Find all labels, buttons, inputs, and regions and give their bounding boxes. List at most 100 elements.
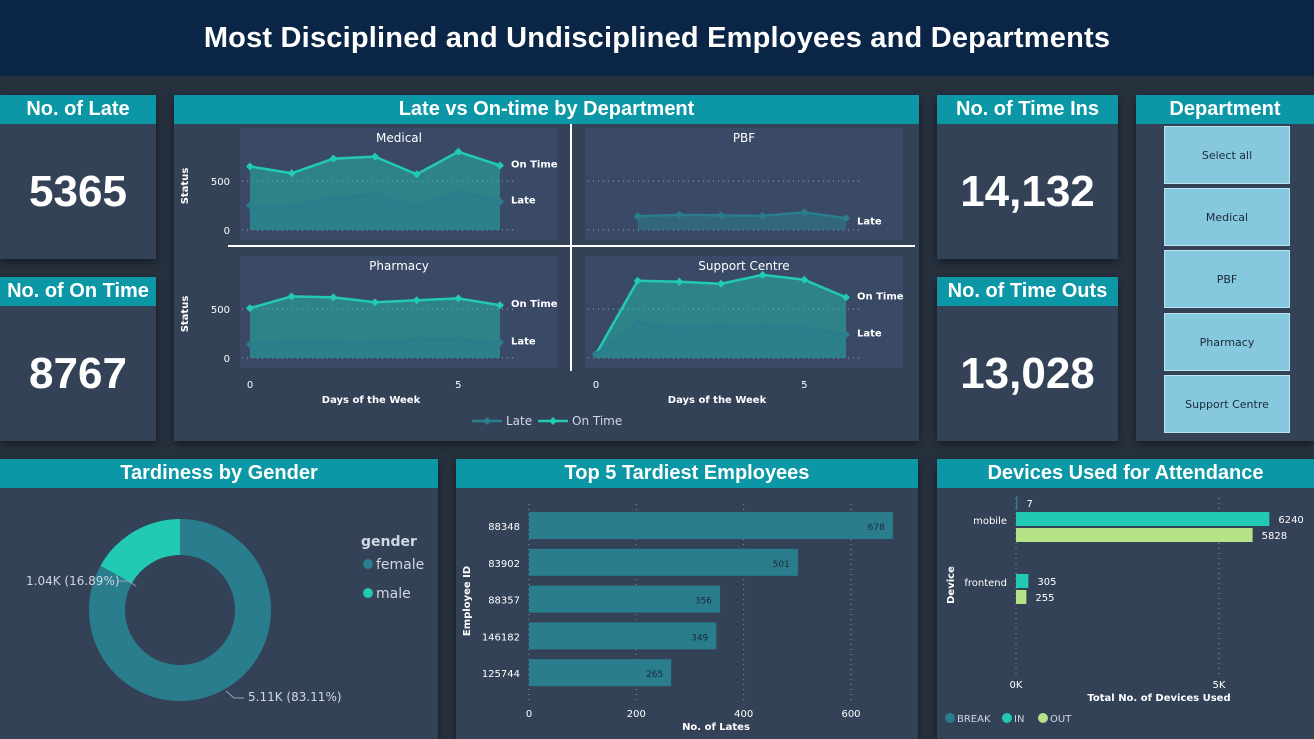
point-support-centre[interactable] (717, 321, 725, 330)
point-pharmacy[interactable] (329, 293, 338, 302)
point-support-centre[interactable] (800, 275, 809, 284)
point-medical[interactable] (246, 201, 254, 210)
point-medical[interactable] (287, 169, 296, 178)
point-pharmacy[interactable] (246, 304, 254, 313)
slicer-item-medical[interactable]: Medical (1164, 188, 1290, 246)
legend-item-on-time[interactable]: On Time (572, 414, 622, 428)
slicer-item-select-all[interactable]: Select all (1164, 126, 1290, 184)
legend-item-out[interactable]: OUT (1050, 714, 1072, 725)
legend-item-female[interactable]: female (376, 557, 424, 573)
point-support-centre[interactable] (675, 277, 684, 286)
point-medical[interactable] (496, 161, 504, 170)
slicer-item-pharmacy[interactable]: Pharmacy (1164, 313, 1290, 371)
point-support-centre[interactable] (800, 323, 809, 332)
y-tick-label: 500 (211, 305, 230, 316)
devices-title: Devices Used for Attendance (937, 459, 1314, 488)
point-medical[interactable] (246, 162, 254, 171)
point-pbf[interactable] (675, 210, 684, 219)
series-end-label: On Time (511, 299, 558, 310)
slice-female[interactable] (89, 519, 271, 701)
point-pbf[interactable] (842, 214, 850, 223)
kpi-time-ins-label: No. of Time Ins (937, 95, 1118, 124)
point-medical[interactable] (496, 197, 504, 206)
point-medical[interactable] (371, 190, 379, 199)
point-support-centre[interactable] (842, 293, 850, 302)
point-support-centre[interactable] (717, 279, 725, 288)
bar-146182[interactable] (529, 622, 717, 650)
point-medical[interactable] (329, 154, 338, 163)
legend-marker (483, 417, 491, 425)
bar-mobile-out[interactable] (1016, 528, 1253, 542)
bar-frontend-out[interactable] (1016, 590, 1027, 604)
point-medical[interactable] (454, 147, 463, 156)
point-support-centre[interactable] (633, 318, 642, 327)
point-pharmacy[interactable] (371, 338, 379, 347)
data-label: 356 (695, 597, 712, 607)
bar-mobile-break[interactable] (1016, 496, 1018, 510)
point-support-centre[interactable] (592, 350, 600, 359)
bar-83902[interactable] (529, 548, 798, 576)
y-axis-title: Employee ID (462, 566, 473, 636)
point-support-centre[interactable] (675, 323, 684, 332)
point-medical[interactable] (371, 152, 379, 161)
point-medical[interactable] (412, 170, 421, 179)
bar-88348[interactable] (529, 512, 893, 539)
point-medical[interactable] (329, 193, 338, 202)
leader-line (225, 690, 244, 699)
point-pbf[interactable] (800, 208, 809, 217)
bar-125744[interactable] (529, 659, 672, 687)
series-end-label: Late (857, 216, 882, 227)
legend-item-in[interactable]: IN (1014, 714, 1024, 725)
point-medical[interactable] (412, 202, 421, 211)
data-label: 7 (1027, 499, 1033, 510)
kpi-late-value: 5365 (29, 166, 127, 216)
point-pharmacy[interactable] (371, 298, 379, 307)
kpi-card-time-outs: No. of Time Outs 13,028 (937, 277, 1118, 441)
legend-dot-female (363, 559, 373, 569)
point-pbf[interactable] (717, 211, 725, 220)
point-pharmacy[interactable] (287, 336, 296, 345)
devices-panel: Devices Used for Attendance 0K 5K mobile 7 6… (937, 459, 1314, 739)
x-tick-label: 600 (841, 709, 860, 720)
slicer-item-support-centre[interactable]: Support Centre (1164, 375, 1290, 433)
slice-male[interactable] (100, 519, 180, 584)
area-medical-late (250, 191, 500, 230)
point-pharmacy[interactable] (454, 294, 463, 303)
legend-item-male[interactable]: male (376, 586, 411, 602)
legend-dot-male (363, 588, 373, 598)
point-pharmacy[interactable] (412, 335, 421, 344)
bar-frontend-in[interactable] (1016, 574, 1029, 588)
data-label: 255 (1035, 593, 1054, 604)
point-support-centre[interactable] (842, 330, 850, 339)
point-medical[interactable] (454, 187, 463, 196)
point-pharmacy[interactable] (496, 338, 504, 347)
slice-label-female: 5.11K (83.11%) (248, 690, 342, 704)
facet-title-medical: Medical (376, 131, 422, 145)
kpi-card-late: No. of Late 5365 (0, 95, 156, 259)
data-label: 678 (868, 523, 885, 533)
point-pharmacy[interactable] (412, 296, 421, 305)
y-axis-title: Status (180, 296, 191, 333)
legend-dot-break (945, 713, 955, 723)
category-label: mobile (973, 516, 1007, 527)
point-support-centre[interactable] (633, 276, 642, 285)
point-support-centre[interactable] (758, 321, 767, 330)
slicer-item-pbf[interactable]: PBF (1164, 250, 1290, 308)
point-pharmacy[interactable] (496, 301, 504, 310)
point-pharmacy[interactable] (287, 292, 296, 301)
series-end-label: On Time (511, 159, 558, 170)
point-pbf[interactable] (758, 211, 767, 220)
point-medical[interactable] (287, 202, 296, 211)
bar-mobile-in[interactable] (1016, 512, 1270, 526)
point-pharmacy[interactable] (454, 335, 463, 344)
series-end-label: Late (511, 196, 536, 207)
point-pharmacy[interactable] (246, 340, 254, 349)
tardiness-gender-title: Tardiness by Gender (0, 459, 438, 488)
point-pharmacy[interactable] (329, 337, 338, 346)
bar-88357[interactable] (529, 585, 721, 613)
point-pbf[interactable] (633, 212, 642, 221)
legend-item-break[interactable]: BREAK (957, 714, 991, 725)
kpi-card-on-time: No. of On Time 8767 (0, 277, 156, 441)
point-support-centre[interactable] (758, 270, 767, 279)
legend-item-late[interactable]: Late (506, 414, 532, 428)
